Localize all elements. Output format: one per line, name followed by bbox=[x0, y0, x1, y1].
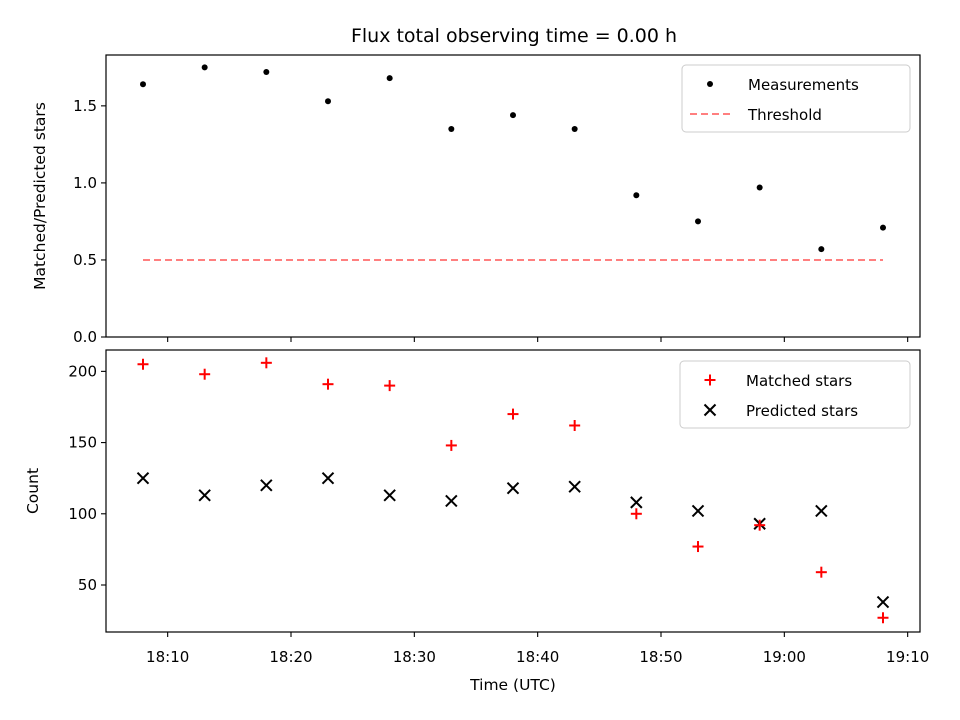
legend-threshold-label: Threshold bbox=[747, 106, 822, 124]
predicted-star-point bbox=[136, 471, 150, 485]
matched-star-point bbox=[692, 541, 704, 553]
measurement-point bbox=[818, 246, 825, 253]
measurement-point bbox=[386, 75, 393, 82]
predicted-star-point bbox=[506, 481, 520, 495]
ratio-panel: 0.0 0.5 1.0 1.5 Matched/Predicted stars Mea… bbox=[31, 54, 921, 346]
predicted-star-point bbox=[630, 496, 643, 509]
predicted-star-point bbox=[691, 504, 705, 518]
measurement-point bbox=[633, 192, 640, 199]
count-axes-frame bbox=[105, 349, 921, 633]
legend-box bbox=[681, 64, 911, 133]
matched-star-point bbox=[137, 358, 149, 370]
x-tick-label: 18:40 bbox=[516, 648, 559, 666]
measurement-point bbox=[263, 68, 270, 75]
predicted-star-point bbox=[876, 595, 890, 609]
x-tick-label: 18:20 bbox=[269, 648, 312, 666]
measurement-point bbox=[695, 218, 701, 225]
measurement-point bbox=[571, 125, 578, 132]
y-tick-label: 50 bbox=[78, 576, 97, 594]
legend-box bbox=[679, 360, 911, 429]
predicted-star-point bbox=[321, 471, 335, 485]
x-tick-label: 18:50 bbox=[639, 648, 682, 666]
matched-star-point bbox=[322, 378, 334, 390]
count-y-axis-label: Count bbox=[24, 468, 42, 514]
legend-matched-marker bbox=[704, 374, 716, 386]
x-tick-label: 18:10 bbox=[146, 648, 189, 666]
count-legend: Matched stars Predicted stars bbox=[679, 360, 911, 429]
legend-predicted-label: Predicted stars bbox=[746, 402, 858, 420]
matched-star-point bbox=[815, 566, 827, 578]
measurement-point bbox=[201, 64, 208, 71]
measurement-point bbox=[448, 125, 455, 132]
matched-star-point bbox=[445, 439, 457, 451]
matched-star-point bbox=[507, 408, 519, 420]
x-tick-label: 19:10 bbox=[886, 648, 929, 666]
matched-star-point bbox=[199, 368, 211, 380]
predicted-star-point bbox=[815, 504, 828, 518]
count-y-ticks: 50 100 150 200 bbox=[68, 362, 106, 594]
legend-measurements-label: Measurements bbox=[748, 76, 859, 94]
count-plot-area bbox=[136, 357, 890, 624]
y-tick-label: 0.5 bbox=[73, 251, 97, 269]
predicted-star-point bbox=[445, 494, 458, 508]
y-tick-label: 200 bbox=[68, 362, 97, 380]
count-x-ticks: 18:10 18:20 18:30 18:40 18:50 19:00 19:10 bbox=[146, 632, 929, 666]
measurement-point bbox=[510, 112, 516, 119]
y-tick-label: 1.5 bbox=[73, 97, 97, 115]
count-panel: 50 100 150 200 18:10 18:20 18:30 18:40 18:50 19:… bbox=[24, 349, 929, 694]
legend-predicted-marker bbox=[703, 403, 717, 417]
measurement-point bbox=[756, 184, 763, 191]
legend-matched-label: Matched stars bbox=[746, 372, 852, 390]
ratio-legend: Measurements Threshold bbox=[681, 64, 911, 133]
y-tick-label: 1.0 bbox=[73, 174, 97, 192]
matched-star-point bbox=[260, 357, 272, 369]
y-tick-label: 150 bbox=[68, 434, 97, 452]
measurement-point bbox=[880, 224, 886, 231]
measurement-point bbox=[325, 98, 331, 105]
predicted-star-point bbox=[198, 489, 211, 502]
chart-title: Flux total observing time = 0.00 h bbox=[351, 25, 677, 47]
ratio-y-ticks: 0.0 0.5 1.0 1.5 bbox=[73, 97, 106, 346]
ratio-x-ticks bbox=[167, 337, 909, 342]
ratio-axes-frame bbox=[105, 54, 921, 338]
matched-star-point bbox=[384, 380, 396, 392]
predicted-star-point bbox=[568, 480, 581, 493]
y-tick-label: 0.0 bbox=[73, 328, 97, 346]
matched-star-point bbox=[630, 508, 642, 520]
predicted-star-point bbox=[383, 489, 396, 502]
x-tick-label: 18:30 bbox=[393, 648, 436, 666]
matched-star-point bbox=[877, 612, 889, 624]
measurement-point bbox=[140, 81, 146, 88]
matched-star-point bbox=[569, 419, 581, 431]
matched-star-point bbox=[754, 519, 766, 531]
legend-measurement-marker bbox=[707, 81, 713, 87]
predicted-star-point bbox=[260, 479, 273, 492]
x-tick-label: 19:00 bbox=[763, 648, 806, 666]
x-axis-label: Time (UTC) bbox=[469, 676, 556, 694]
ratio-plot-area bbox=[140, 64, 886, 261]
y-tick-label: 100 bbox=[68, 505, 97, 523]
ratio-y-axis-label: Matched/Predicted stars bbox=[31, 102, 49, 290]
